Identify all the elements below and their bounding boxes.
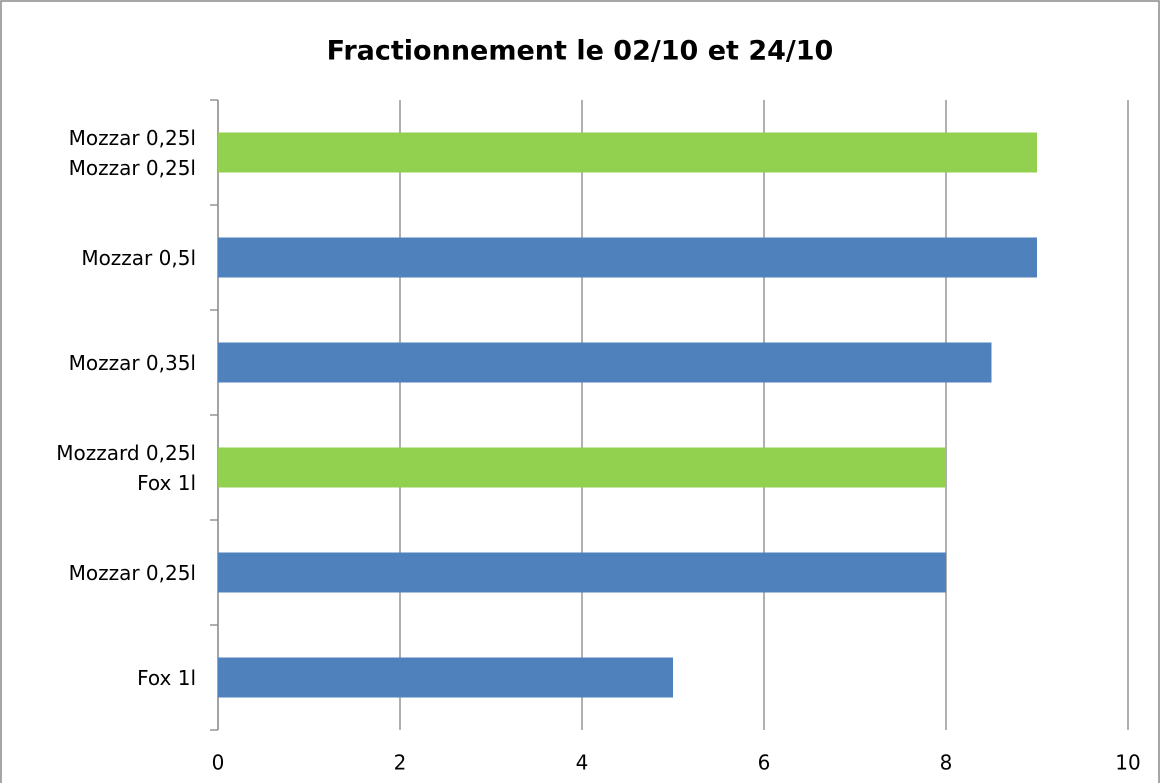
x-tick-label: 8: [940, 751, 953, 775]
bar: [218, 342, 992, 383]
bar: [218, 552, 946, 593]
y-tick-label: Mozzar 0,5l: [81, 245, 196, 270]
chart-title: Fractionnement le 02/10 et 24/10: [327, 36, 834, 67]
x-tick-label: 4: [576, 751, 589, 775]
bar: [218, 132, 1037, 173]
x-tick-label: 6: [758, 751, 771, 775]
y-tick-label: Mozzar 0,25l: [68, 560, 196, 585]
x-tick-label: 0: [212, 751, 225, 775]
x-tick-label: 2: [394, 751, 407, 775]
x-tick-label: 10: [1115, 751, 1140, 775]
y-tick-label: Fox 1l: [137, 665, 196, 690]
y-tick-label: Mozzar 0,25l Mozzar 0,25l: [68, 125, 196, 180]
bar: [218, 657, 673, 698]
y-tick-label: Mozzard 0,25l Fox 1l: [56, 440, 196, 495]
y-tick-label: Mozzar 0,35l: [68, 350, 196, 375]
bar: [218, 447, 946, 488]
bar: [218, 237, 1037, 278]
